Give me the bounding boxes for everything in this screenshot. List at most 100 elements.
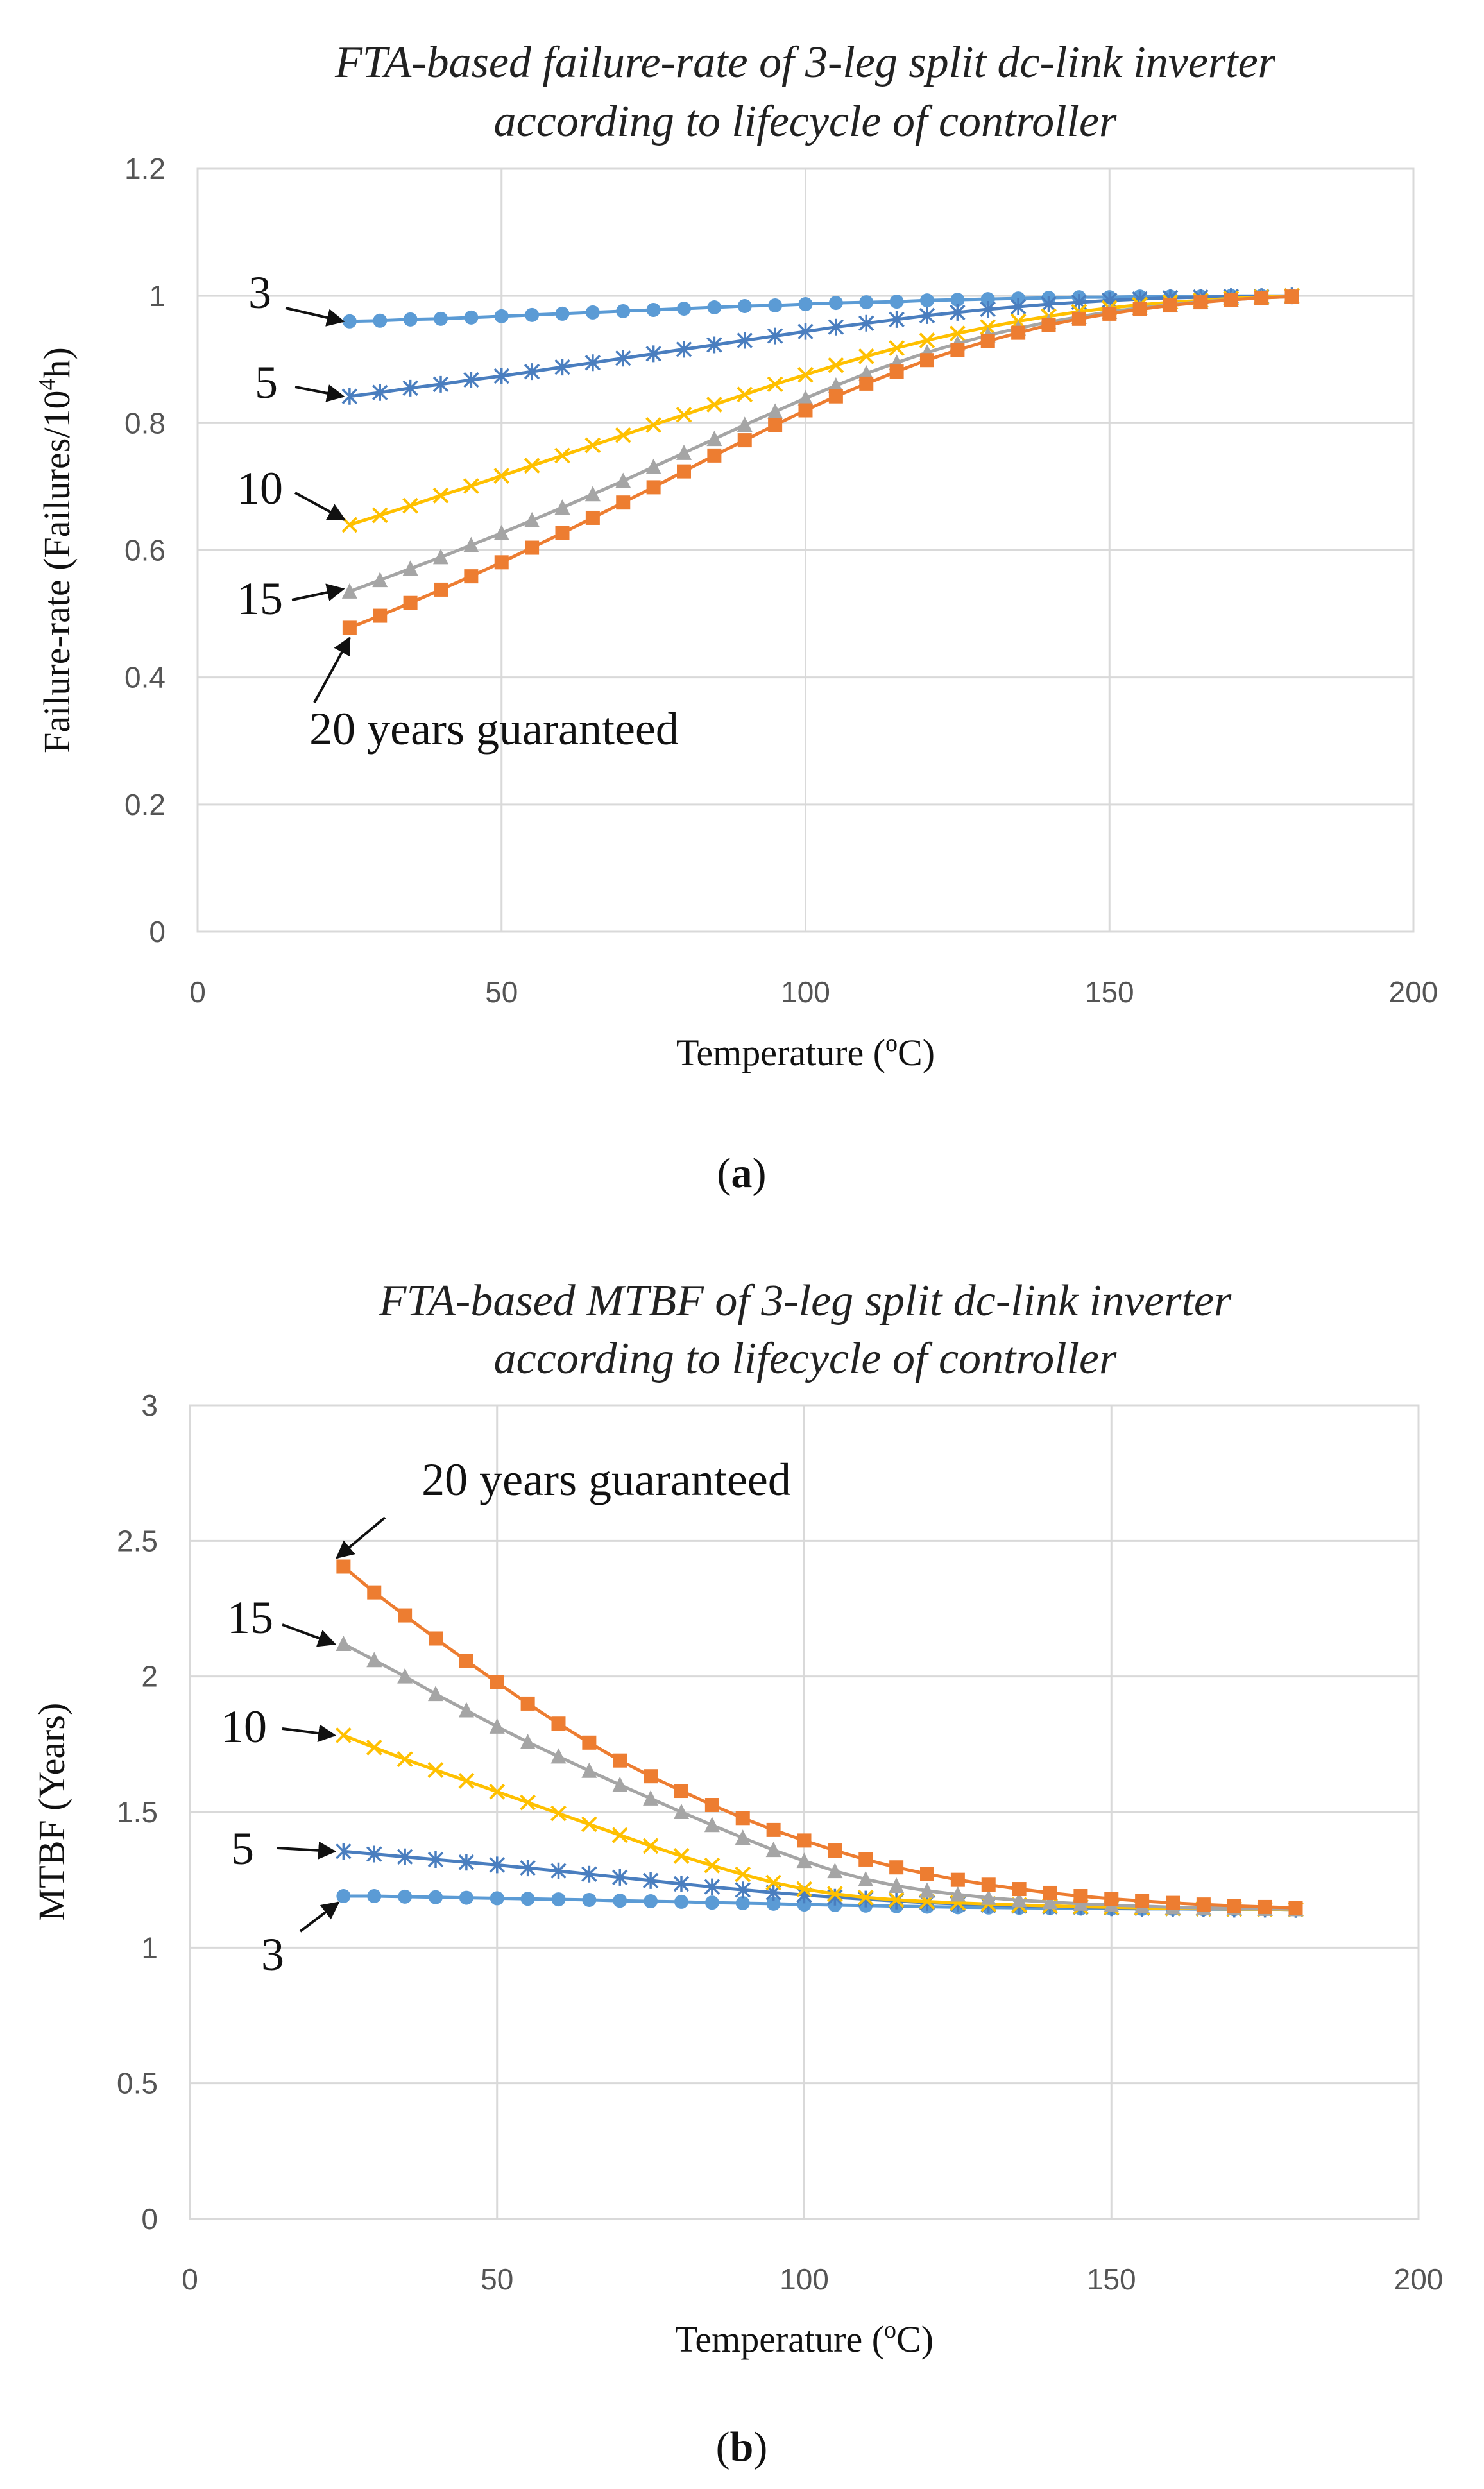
data-point-20-years-guaranteed [1196, 1897, 1211, 1912]
data-point-3 [398, 1889, 413, 1904]
annotation-arrow [282, 1724, 337, 1743]
data-point-10 [584, 437, 601, 454]
data-point-3 [373, 313, 388, 328]
data-point-15 [827, 1863, 843, 1879]
data-point-20-years-guaranteed [1011, 325, 1026, 340]
data-point-15 [612, 1776, 628, 1792]
data-point-5 [427, 1851, 444, 1868]
annotation-arrow [291, 583, 345, 601]
series-10 [341, 287, 1300, 533]
data-point-15 [765, 1842, 781, 1858]
annotation-arrow [282, 1623, 337, 1647]
data-point-10 [524, 458, 540, 474]
data-point-5 [520, 1860, 536, 1877]
data-point-20-years-guaranteed [434, 582, 448, 597]
annotation-arrow [277, 1841, 337, 1860]
data-point-20-years-guaranteed [646, 480, 661, 495]
data-point-20-years-guaranteed [737, 433, 752, 448]
data-point-3 [459, 1890, 473, 1905]
series-line-15 [343, 1642, 1296, 1911]
data-point-3 [828, 296, 843, 311]
data-point-20-years-guaranteed [981, 1877, 996, 1892]
data-point-20-years-guaranteed [613, 1753, 627, 1768]
data-point-15 [674, 1804, 689, 1819]
data-point-3 [798, 297, 813, 312]
data-point-3 [797, 1897, 812, 1912]
y-tick-label: 2 [141, 1660, 158, 1693]
data-point-20-years-guaranteed [766, 1822, 781, 1837]
data-point-15 [796, 1852, 812, 1869]
data-point-5 [797, 323, 814, 340]
data-point-10 [858, 348, 874, 364]
data-point-20-years-guaranteed [674, 1784, 688, 1799]
data-point-20-years-guaranteed [950, 343, 965, 357]
y-tick-label: 0.8 [124, 406, 166, 440]
data-point-20-years-guaranteed [373, 608, 388, 623]
data-point-3 [367, 1889, 382, 1904]
data-point-3 [403, 312, 418, 327]
data-point-15 [858, 1870, 874, 1886]
data-point-20-years-guaranteed [582, 1735, 597, 1750]
panel-label: (a) [717, 1150, 767, 1197]
data-point-20-years-guaranteed [828, 1843, 842, 1858]
data-point-15 [615, 472, 631, 488]
annotation-10: 10 [221, 1701, 267, 1752]
data-point-10 [520, 1794, 536, 1811]
annotation-arrow [285, 307, 345, 327]
data-point-20-years-guaranteed [1166, 1895, 1180, 1910]
data-point-15 [428, 1686, 443, 1702]
annotation-20-years-guaranteed: 20 years guaranteed [309, 703, 679, 755]
y-tick-label: 1.2 [124, 152, 166, 185]
data-point-5 [402, 379, 418, 397]
data-point-5 [463, 371, 479, 388]
data-point-5 [397, 1848, 413, 1865]
data-point-10 [673, 1848, 690, 1864]
data-point-20-years-guaranteed [367, 1585, 382, 1600]
data-point-20-years-guaranteed [1135, 1894, 1150, 1908]
annotation-10: 10 [237, 463, 283, 514]
panel-label: (b) [716, 2424, 768, 2470]
data-point-20-years-guaranteed [616, 495, 631, 510]
data-point-5 [706, 336, 722, 354]
data-point-3 [555, 306, 570, 321]
annotation-15: 15 [227, 1592, 273, 1643]
data-point-5 [432, 375, 449, 393]
data-point-15 [581, 1762, 597, 1778]
data-point-3 [520, 1892, 535, 1906]
chart-title-line: FTA-based MTBF of 3-leg split dc-link in… [379, 1276, 1232, 1326]
data-point-15 [735, 1829, 751, 1845]
y-tick-label: 1 [149, 279, 166, 312]
data-point-10 [554, 447, 570, 464]
data-point-20-years-guaranteed [1041, 318, 1056, 332]
data-point-5 [919, 307, 935, 324]
data-point-5 [584, 354, 601, 372]
data-point-10 [767, 376, 783, 393]
data-point-5 [950, 304, 966, 321]
data-point-5 [858, 314, 874, 332]
data-point-10 [735, 1866, 751, 1883]
y-tick-label: 0 [141, 2202, 158, 2236]
data-point-10 [550, 1805, 567, 1822]
data-point-5 [889, 311, 905, 328]
data-point-3 [336, 1889, 351, 1904]
data-point-15 [950, 1886, 966, 1902]
data-point-20-years-guaranteed [828, 389, 843, 404]
data-point-20-years-guaranteed [1224, 293, 1238, 307]
annotation-arrow [313, 636, 351, 703]
series-15 [341, 288, 1300, 599]
data-point-5 [828, 318, 844, 336]
data-point-3 [582, 1892, 597, 1907]
y-tick-label: 3 [141, 1389, 158, 1422]
annotation-arrow [294, 384, 345, 402]
data-point-5 [581, 1865, 597, 1883]
data-point-5 [676, 341, 692, 358]
data-point-5 [336, 1843, 352, 1860]
data-point-3 [646, 302, 661, 317]
data-point-5 [612, 1869, 628, 1886]
x-tick-label: 150 [1087, 2262, 1136, 2296]
y-tick-label: 0.2 [124, 788, 166, 821]
data-point-3 [735, 1896, 750, 1911]
data-point-5 [524, 363, 540, 381]
data-point-10 [796, 1881, 812, 1897]
data-point-5 [767, 327, 783, 345]
